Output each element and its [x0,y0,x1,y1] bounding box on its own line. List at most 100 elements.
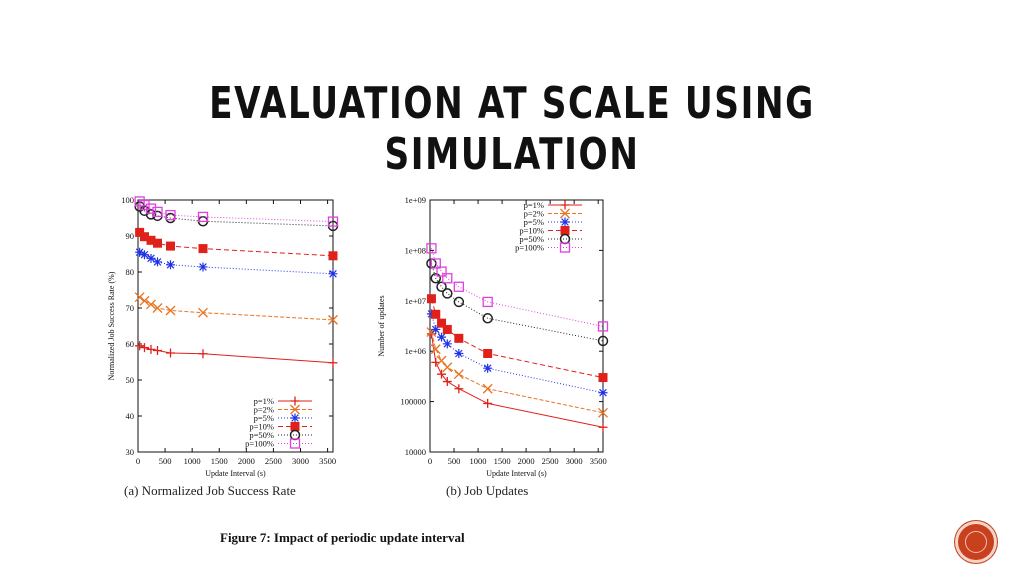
data-point [442,362,453,373]
legend-label: p=50% [249,430,274,440]
data-point [431,324,441,334]
data-point [328,314,338,325]
x-tick-label: 2500 [265,456,282,466]
data-point [153,345,162,355]
data-point [437,369,447,379]
data-point [442,288,453,299]
data-point [139,295,150,306]
data-point [442,273,453,284]
y-tick-label: 80 [126,267,135,277]
y-tick-label: 90 [126,231,135,241]
data-point [328,358,338,368]
legend-marker [290,413,300,423]
x-tick-label: 1000 [470,456,487,466]
data-point [153,238,162,248]
data-point [482,383,493,394]
data-point [145,203,157,214]
data-point [454,333,464,343]
data-point [145,209,157,220]
x-tick-label: 1500 [211,456,228,466]
legend-label: p=10% [519,226,544,236]
data-point [198,244,208,254]
data-point [598,422,608,432]
y-tick-label: 10000 [405,447,426,457]
legend-label: p=50% [519,234,544,244]
data-point [453,281,464,292]
data-point [430,258,441,269]
data-point [430,344,441,355]
legend-marker [560,217,570,227]
slide-title: EVALUATION AT SCALE USING SIMULATION [209,78,815,180]
x-tick-label: 0 [136,456,140,466]
data-point [166,348,175,358]
slide-number-badge [958,524,994,560]
data-point [453,296,465,308]
data-point [135,341,145,351]
data-point [146,235,156,245]
legend-marker [289,429,301,441]
data-point [198,349,208,359]
data-point [328,251,338,261]
x-tick-label: 500 [448,456,461,466]
data-point [327,216,339,227]
legend-label: p=100% [245,439,274,449]
data-point [454,349,464,359]
data-point [146,253,156,263]
legend-label: p=5% [524,217,544,227]
chart-b-caption: (b) Job Updates [446,483,529,498]
data-point [139,199,150,211]
data-point [134,292,145,303]
data-point [483,349,493,359]
data-point [135,247,145,257]
data-point [140,343,149,353]
y-axis-label: Normalized Job Success Rate (%) [107,271,116,380]
y-tick-label: 1e+06 [405,346,426,356]
chart-a-frame [137,199,334,453]
y-tick-label: 100000 [401,397,427,407]
data-point [598,388,608,398]
x-axis-label: Update Interval (s) [486,469,547,478]
y-axis-label: Number of updates [377,295,386,356]
data-point [437,332,447,342]
legend-marker [560,208,570,219]
x-tick-label: 2000 [238,456,255,466]
legend-label: p=2% [524,209,544,219]
data-point [165,305,176,316]
legend-marker [290,396,300,406]
data-point [482,313,493,324]
legend-label: p=5% [254,413,274,423]
data-point [442,324,452,334]
chart-a: 0 500 1000 1500 2000 2500 3000 3500 30 40 50 60 70 80… [107,195,339,478]
y-tick-label: 1e+07 [405,296,426,306]
data-point [152,206,163,218]
data-point [483,363,493,373]
x-tick-label: 2500 [542,456,559,466]
data-point [598,407,608,418]
data-point [146,299,156,310]
data-point [442,377,452,387]
data-point [426,294,436,304]
x-tick-label: 3500 [319,456,336,466]
data-point [453,369,464,380]
y-tick-label: 50 [126,375,135,385]
legend-marker [560,226,570,235]
x-tick-label: 1000 [184,456,201,466]
legend-label: p=2% [254,405,274,415]
data-point [152,303,163,313]
legend-marker [560,200,570,210]
x-axis-label: Update Interval (s) [205,469,266,478]
series-line [430,333,604,428]
data-point [431,309,441,319]
legend-marker [290,422,300,431]
data-point [165,209,176,221]
data-point [198,262,208,272]
data-point [597,321,609,332]
legend-marker [559,233,571,245]
data-point [454,384,464,394]
legend-marker [559,242,571,253]
data-point [431,357,441,367]
data-point [483,398,493,408]
y-tick-label: 60 [126,339,135,349]
data-point [166,260,175,270]
